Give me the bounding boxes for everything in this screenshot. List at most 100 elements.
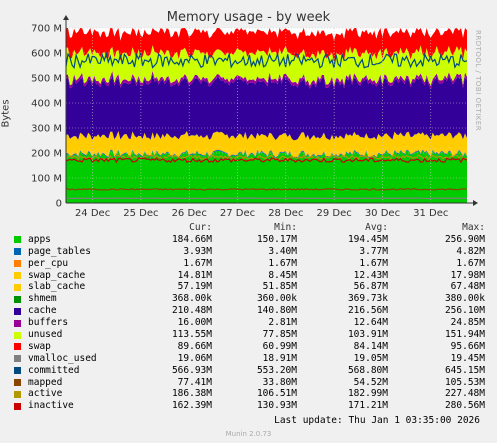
x-tick-label: 30 Dec (365, 208, 400, 219)
legend-row-page-tables: page_tables 3.93M 3.40M 3.77M 4.82M (10, 246, 490, 258)
legend-series-name: unused (28, 329, 63, 341)
legend-value-max: 19.45M (450, 352, 485, 364)
x-tick-label: 26 Dec (172, 208, 207, 219)
area-swap (66, 28, 467, 63)
legend-value-min: 3.40M (268, 245, 297, 257)
legend-value-cur: 368.00k (171, 293, 212, 305)
legend-value-max: 227.48M (444, 388, 485, 400)
legend-row-active: active 186.38M 106.51M 182.99M 227.48M (10, 388, 490, 400)
legend-value-max: 380.00k (444, 293, 485, 305)
legend-value-min: 2.81M (268, 317, 297, 329)
legend-value-cur: 113.55M (171, 329, 212, 341)
legend-value-avg: 12.64M (353, 317, 388, 329)
col-header-max: Max: (462, 222, 485, 233)
legend-swatch (14, 236, 21, 244)
legend-series-name: committed (28, 364, 80, 376)
legend-value-cur: 186.38M (171, 388, 212, 400)
legend-value-avg: 216.56M (347, 305, 388, 317)
x-tick-label: 27 Dec (220, 208, 255, 219)
area-cache (66, 73, 467, 141)
legend-value-cur: 1.67M (183, 257, 212, 269)
legend-row-cache: cache 210.48M 140.80M 216.56M 256.10M (10, 305, 490, 317)
legend-value-max: 256.90M (444, 233, 485, 245)
legend-value-min: 60.99M (262, 340, 297, 352)
legend-value-max: 67.48M (450, 281, 485, 293)
chart-plot-area: 0 100 M 200 M 300 M 400 M 500 M 600 M 700 M 24 D… (31, 15, 478, 219)
legend-value-avg: 54.52M (353, 376, 388, 388)
legend-swatch (14, 402, 21, 410)
legend-series-name: active (28, 388, 63, 400)
x-tick-label: 29 Dec (317, 208, 352, 219)
legend-value-max: 256.10M (444, 305, 485, 317)
legend-value-cur: 14.81M (177, 269, 212, 281)
legend-swatch (14, 343, 21, 351)
legend-value-avg: 56.87M (353, 281, 388, 293)
legend-value-cur: 89.66M (177, 340, 212, 352)
legend-value-max: 24.85M (450, 317, 485, 329)
legend-table: Cur: Min: Avg: Max: apps 184.66M 150.17M 19… (10, 222, 490, 412)
line-vmalloc-used (65, 197, 468, 200)
legend-value-avg: 369.73k (347, 293, 388, 305)
col-header-min: Min: (274, 222, 297, 233)
legend-swatch (14, 319, 21, 327)
legend-value-min: 360.00k (256, 293, 297, 305)
last-update-text: Last update: Thu Jan 1 03:35:00 2026 (274, 415, 480, 426)
legend-value-cur: 210.48M (171, 305, 212, 317)
legend-swatch (14, 367, 21, 375)
legend-row-committed: committed 566.93M 553.20M 568.80M 645.15M (10, 365, 490, 377)
legend-value-min: 150.17M (256, 233, 297, 245)
legend-value-cur: 16.00M (177, 317, 212, 329)
legend-value-avg: 103.91M (347, 329, 388, 341)
legend-value-cur: 162.39M (171, 400, 212, 412)
y-axis-arrow (63, 15, 69, 20)
munin-version: Munin 2.0.73 (225, 430, 272, 438)
area-buffers (66, 70, 467, 90)
legend-series-name: slab_cache (28, 281, 86, 293)
legend-value-avg: 19.05M (353, 352, 388, 364)
legend-value-max: 280.56M (444, 400, 485, 412)
legend-row-per-cpu: per_cpu 1.67M 1.67M 1.67M 1.67M (10, 258, 490, 270)
legend-value-cur: 57.19M (177, 281, 212, 293)
legend-series-name: page_tables (28, 245, 91, 257)
legend-value-max: 105.53M (444, 376, 485, 388)
line-committed (65, 51, 468, 70)
legend-value-min: 33.80M (262, 376, 297, 388)
line-mapped (65, 188, 468, 191)
legend-row-apps: apps 184.66M 150.17M 194.45M 256.90M (10, 234, 490, 246)
legend-value-avg: 12.43M (353, 269, 388, 281)
legend-value-min: 553.20M (256, 364, 297, 376)
legend-series-name: per_cpu (28, 257, 69, 269)
legend-row-unused: unused 113.55M 77.85M 103.91M 151.94M (10, 329, 490, 341)
legend-value-max: 4.82M (456, 245, 485, 257)
legend-value-avg: 84.14M (353, 340, 388, 352)
legend-swatch (14, 283, 21, 291)
legend-row-inactive: inactive 162.39M 130.93M 171.21M 280.56M (10, 400, 490, 412)
legend-row-swap-cache: swap_cache 14.81M 8.45M 12.43M 17.98M (10, 270, 490, 282)
legend-row-shmem: shmem 368.00k 360.00k 369.73k 380.00k (10, 293, 490, 305)
legend-series-name: vmalloc_used (28, 352, 97, 364)
legend-value-avg: 182.99M (347, 388, 388, 400)
legend-value-avg: 568.80M (347, 364, 388, 376)
legend-row-buffers: buffers 16.00M 2.81M 12.64M 24.85M (10, 317, 490, 329)
legend-swatch (14, 307, 21, 315)
x-axis-arrow (473, 200, 478, 206)
legend-value-cur: 184.66M (171, 233, 212, 245)
legend-row-mapped: mapped 77.41M 33.80M 54.52M 105.53M (10, 377, 490, 389)
legend-value-cur: 77.41M (177, 376, 212, 388)
legend-value-min: 1.67M (268, 257, 297, 269)
area-unused (66, 45, 467, 87)
legend-value-min: 18.91M (262, 352, 297, 364)
y-tick-label: 300 M (31, 124, 62, 135)
col-header-cur: Cur: (189, 222, 212, 233)
legend-value-min: 8.45M (268, 269, 297, 281)
legend-swatch (14, 272, 21, 280)
legend-swatch (14, 248, 21, 256)
legend-value-max: 151.94M (444, 329, 485, 341)
x-tick-label: 28 Dec (268, 208, 303, 219)
line-inactive (65, 157, 468, 164)
legend-value-min: 51.85M (262, 281, 297, 293)
legend-value-min: 77.85M (262, 329, 297, 341)
legend-swatch (14, 331, 21, 339)
legend-value-avg: 1.67M (359, 257, 388, 269)
